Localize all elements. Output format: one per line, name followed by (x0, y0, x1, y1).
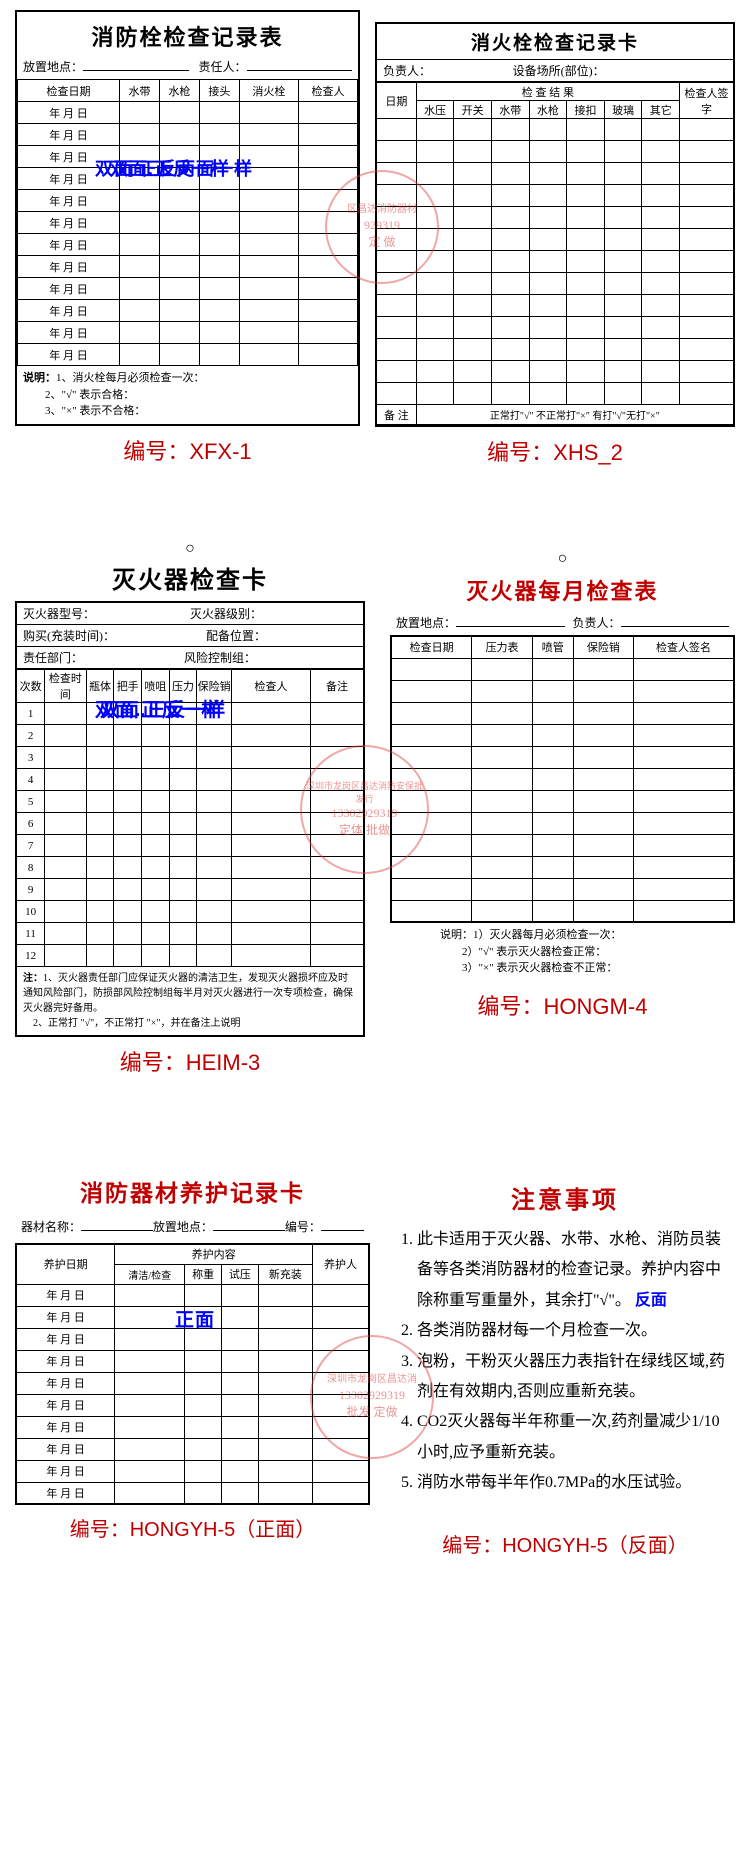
table-hongm4: 检查日期 压力表 喷管 保险销 检查人签名 (390, 635, 735, 923)
title-attention: 注意事项 (395, 1180, 735, 1215)
card-hongyh5-back: 注意事项 此卡适用于灭火器、水带、水枪、消防员装备等各类消防器材的检查记录。养护… (395, 1170, 735, 1576)
card-xfx-1: 消防栓检查记录表 放置地点： 责任人： 检查日期 水带 水枪 接头 消火栓 检查… (15, 10, 360, 485)
code-xfx1: 编号：XFX-1 (15, 426, 360, 484)
code-xhs2: 编号：XHS_2 (375, 427, 735, 485)
title-xhs2: 消火栓检查记录卡 (377, 24, 733, 60)
meta-resp: 责任人： (199, 58, 247, 75)
code-heim3: 编号：HEIM-3 (15, 1037, 365, 1095)
title-hongm4: 灭火器每月检查表 (390, 568, 735, 612)
overlay-hongm4: 双面.正反一样 (100, 695, 226, 722)
table-xfx1: 检查日期 水带 水枪 接头 消火栓 检查人 年 月 日年 月 日年 月 日年 月… (17, 79, 358, 366)
code-hongyh5b: 编号：HONGYH-5（反面） (395, 1521, 735, 1576)
meta-place: 放置地点： (23, 58, 83, 75)
meta-resp2: 负责人： (383, 62, 431, 79)
title-xfx1: 消防栓检查记录表 (17, 16, 358, 56)
code-hongm4: 编号：HONGM-4 (390, 981, 735, 1039)
code-hongyh5f: 编号：HONGYH-5（正面） (15, 1505, 370, 1560)
table-xhs2: 日期 检 查 结 果 检查人签字 水压开关 水带水枪 接扣玻璃 其它 备 注 正… (377, 82, 733, 425)
row-3: 消防器材养护记录卡 器材名称： 放置地点： 编号： 养护日期 养护内容 养护人 … (0, 1160, 750, 1581)
card-heim3: ○ 灭火器检查卡 灭火器型号：灭火器级别： 购买(充装时间)：配备位置： 责任部… (15, 540, 365, 1095)
title-hongyh5: 消防器材养护记录卡 (15, 1170, 370, 1216)
card-hongyh5-front: 消防器材养护记录卡 器材名称： 放置地点： 编号： 养护日期 养护内容 养护人 … (15, 1170, 370, 1560)
table-hongyh5: 养护日期 养护内容 养护人 清洁/检查 称重 试压 新充装 年 月 日年 月 日… (15, 1243, 370, 1505)
title-heim3: 灭火器检查卡 (15, 558, 365, 601)
card-xhs2: 消火栓检查记录卡 负责人： 设备场所(部位)： 日期 检 查 结 果 检查人签字… (375, 10, 735, 485)
card-hongm4: ○ 灭火器每月检查表 放置地点：负责人： 检查日期 压力表 喷管 保险销 检查人… (390, 540, 735, 1095)
overlay-hongyh5: 正面 (175, 1305, 215, 1332)
notes-hongm4: 说明：1）灭火器每月必须检查一次： 2）"√" 表示灭火器检查正常： 3）"×"… (390, 923, 735, 981)
meta-loc2: 设备场所(部位)： (513, 62, 605, 79)
notes-xfx1: 说明：1、消火栓每月必须检查一次： 2、"√" 表示合格： 3、"×" 表示不合… (17, 366, 358, 424)
notes-heim3: 注：1、灭火器责任部门应保证灭火器的清洁卫生，发现灭火器损坏应及时通知风险部门，… (17, 967, 363, 1035)
row-1: 消防栓检查记录表 放置地点： 责任人： 检查日期 水带 水枪 接头 消火栓 检查… (0, 0, 750, 490)
attention-list: 此卡适用于灭火器、水带、水枪、消防员装备等各类消防器材的检查记录。养护内容中除称… (395, 1225, 735, 1499)
row-2: ○ 灭火器检查卡 灭火器型号：灭火器级别： 购买(充装时间)：配备位置： 责任部… (0, 530, 750, 1100)
overlay-xhs2: 双面.正反一样 (110, 155, 230, 181)
